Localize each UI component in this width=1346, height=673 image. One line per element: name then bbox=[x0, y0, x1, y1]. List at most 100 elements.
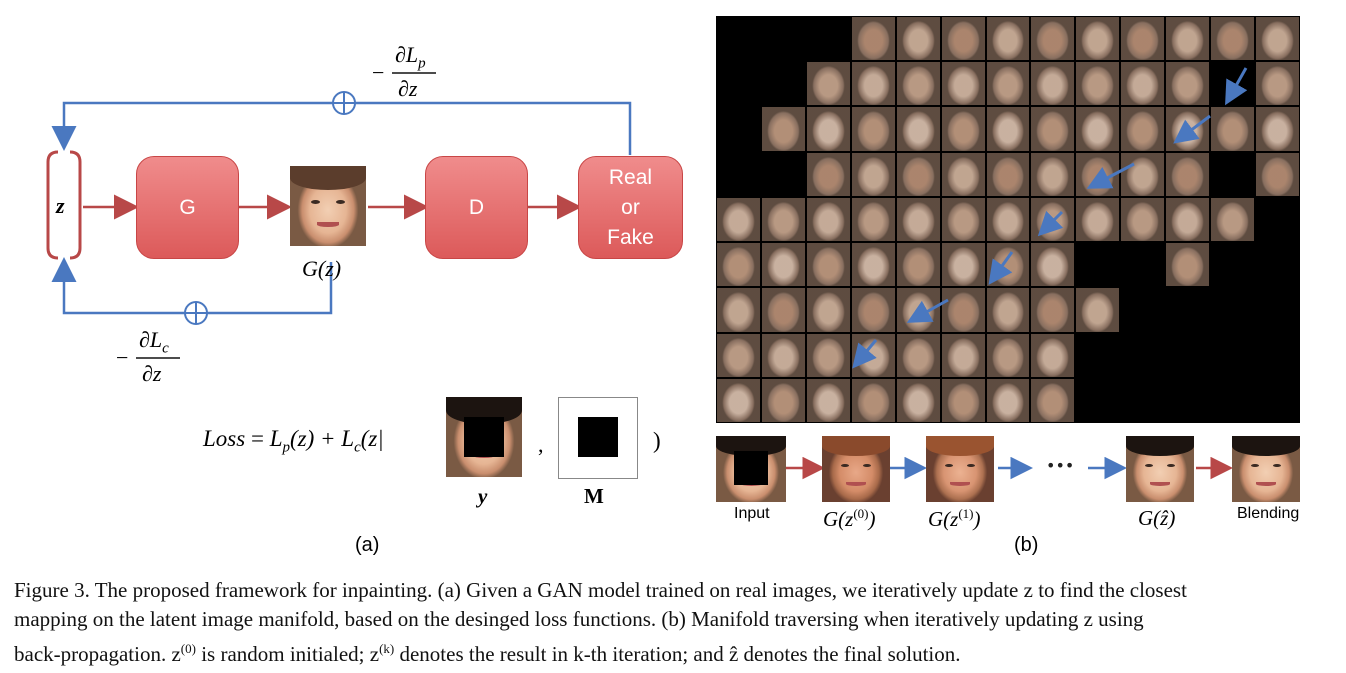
grad-bottom-denominator: ∂z bbox=[142, 361, 162, 386]
manifold-face-tile bbox=[1031, 17, 1075, 61]
manifold-face-tile bbox=[717, 378, 760, 422]
rf-line-1: Real bbox=[608, 165, 653, 189]
g-z1-face-image bbox=[926, 436, 994, 502]
manifold-face-tile bbox=[1076, 288, 1120, 332]
manifold-face-tile bbox=[1211, 17, 1255, 61]
sequence-arrows bbox=[786, 456, 1233, 480]
manifold-face-tile bbox=[806, 243, 850, 287]
manifold-face-tile bbox=[1166, 152, 1210, 196]
grad-bottom-minus: − bbox=[116, 345, 129, 370]
discriminator-label: D bbox=[468, 195, 485, 219]
manifold-face-tile bbox=[1166, 197, 1210, 242]
manifold-face-tile bbox=[896, 17, 940, 61]
manifold-face-tile bbox=[1121, 62, 1165, 106]
manifold-face-tile bbox=[806, 62, 850, 106]
manifold-face-tile bbox=[717, 333, 760, 377]
m-label: M bbox=[584, 484, 604, 508]
manifold-face-tile bbox=[1031, 152, 1075, 196]
loss-comma: , bbox=[538, 432, 544, 457]
manifold-face-tile bbox=[1256, 17, 1299, 61]
manifold-face-tile bbox=[986, 62, 1030, 106]
g-zhat-face-image bbox=[1126, 436, 1194, 502]
manifold-face-tile bbox=[986, 197, 1030, 242]
manifold-face-tile bbox=[896, 197, 940, 242]
grad-top-minus: − bbox=[372, 60, 385, 85]
z-bracket bbox=[46, 150, 82, 260]
manifold-face-tile bbox=[1121, 17, 1165, 61]
manifold-face-tile bbox=[941, 378, 985, 422]
grad-top-denominator: ∂z bbox=[398, 76, 418, 101]
manifold-face-tile bbox=[1031, 107, 1075, 151]
manifold-face-tile bbox=[1211, 107, 1255, 151]
rf-line-3: Fake bbox=[607, 225, 654, 249]
manifold-face-tile bbox=[1076, 107, 1120, 151]
panel-b-label: (b) bbox=[1014, 534, 1039, 556]
manifold-face-tile bbox=[1166, 243, 1210, 287]
loss-close-paren: ) bbox=[653, 428, 661, 453]
manifold-face-tile bbox=[1256, 152, 1299, 196]
manifold-face-tile bbox=[941, 17, 985, 61]
manifold-face-tile bbox=[761, 333, 805, 377]
y-label: y bbox=[478, 484, 488, 508]
manifold-face-tile bbox=[717, 288, 760, 332]
manifold-face-tile bbox=[986, 333, 1030, 377]
mask-image bbox=[558, 397, 638, 479]
manifold-face-tile bbox=[717, 243, 760, 287]
manifold-face-tile bbox=[1031, 243, 1075, 287]
caption-line-2: mapping on the latent image manifold, ba… bbox=[14, 607, 1144, 631]
manifold-face-tile bbox=[941, 288, 985, 332]
g-z0-face-image bbox=[822, 436, 890, 502]
manifold-face-tile bbox=[896, 378, 940, 422]
generated-face-image bbox=[290, 166, 366, 246]
grad-bottom-numerator: ∂Lc bbox=[139, 327, 169, 357]
manifold-face-tile bbox=[1121, 152, 1165, 196]
manifold-face-tile bbox=[1076, 62, 1120, 106]
rf-line-2: or bbox=[621, 195, 640, 219]
manifold-face-tile bbox=[761, 288, 805, 332]
manifold-face-tile bbox=[851, 197, 895, 242]
z-label: z bbox=[56, 193, 65, 218]
latent-manifold-grid bbox=[716, 16, 1300, 423]
manifold-face-tile bbox=[941, 197, 985, 242]
manifold-face-tile bbox=[1031, 378, 1075, 422]
panel-a-label: (a) bbox=[355, 534, 380, 556]
manifold-face-tile bbox=[896, 243, 940, 287]
generator-label: G bbox=[179, 195, 196, 219]
manifold-face-tile bbox=[941, 333, 985, 377]
caption-line-3: back-propagation. z(0) is random initial… bbox=[14, 641, 961, 666]
manifold-face-tile bbox=[851, 378, 895, 422]
manifold-face-tile bbox=[1121, 197, 1165, 242]
gz-label: G(z) bbox=[302, 256, 342, 281]
manifold-face-tile bbox=[941, 107, 985, 151]
manifold-face-tile bbox=[806, 152, 850, 196]
manifold-face-tile bbox=[1031, 62, 1075, 106]
manifold-face-tile bbox=[851, 243, 895, 287]
manifold-face-tile bbox=[806, 288, 850, 332]
input-label: Input bbox=[734, 505, 770, 522]
g-z1-label: G(z(1)) bbox=[928, 506, 981, 531]
manifold-face-tile bbox=[986, 107, 1030, 151]
manifold-face-tile bbox=[986, 378, 1030, 422]
blending-face-image bbox=[1232, 436, 1300, 502]
manifold-face-tile bbox=[761, 107, 805, 151]
manifold-face-tile bbox=[851, 288, 895, 332]
manifold-face-tile bbox=[941, 152, 985, 196]
manifold-face-tile bbox=[761, 243, 805, 287]
manifold-face-tile bbox=[1256, 62, 1299, 106]
g-z0-label: G(z(0)) bbox=[823, 506, 876, 531]
manifold-face-tile bbox=[986, 17, 1030, 61]
caption-line-1: Figure 3. The proposed framework for inp… bbox=[14, 578, 1187, 602]
manifold-face-tile bbox=[1166, 17, 1210, 61]
manifold-face-tile bbox=[806, 378, 850, 422]
manifold-face-tile bbox=[717, 197, 760, 242]
grad-top-numerator: ∂Lp bbox=[395, 42, 426, 72]
discriminator-node: D bbox=[425, 156, 528, 259]
manifold-face-tile bbox=[941, 243, 985, 287]
manifold-face-tile bbox=[806, 197, 850, 242]
manifold-face-tile bbox=[896, 152, 940, 196]
manifold-face-tile bbox=[761, 197, 805, 242]
manifold-face-tile bbox=[1256, 107, 1299, 151]
manifold-face-tile bbox=[806, 107, 850, 151]
manifold-face-tile bbox=[986, 152, 1030, 196]
